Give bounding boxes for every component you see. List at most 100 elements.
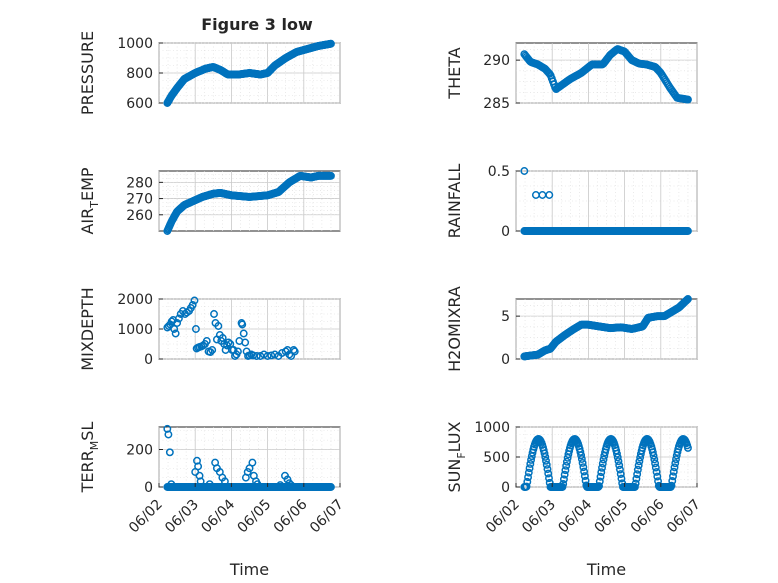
air_temp-series: [163, 171, 335, 235]
sun_flux-point: [631, 479, 640, 488]
mixdepth-ytick-label: 1000: [117, 322, 153, 338]
h2omixra-ytick-label: 0: [501, 352, 510, 368]
sun_flux-point: [671, 459, 680, 468]
terr_msl-point: [194, 462, 203, 471]
sun_flux-point: [542, 460, 551, 469]
sun_flux-point: [542, 456, 550, 465]
sun_flux-xtick-label: 06/03: [519, 497, 559, 537]
terr_msl-point: [248, 458, 257, 467]
h2omixra-ylabel: H2OMIXRA: [445, 286, 464, 372]
terr_msl-xtick-label: 06/06: [271, 496, 311, 536]
sun_flux-point: [599, 455, 608, 464]
sun_flux-point: [524, 468, 533, 477]
air_temp-ytick-label: 280: [126, 175, 153, 191]
sun_flux-point: [653, 472, 662, 481]
mixdepth-point: [263, 352, 272, 360]
terr_msl-ytick-label: 200: [126, 443, 153, 459]
h2omixra-point: [684, 295, 692, 303]
sun_flux-point: [576, 447, 585, 456]
sun_flux-ytick-label: 500: [483, 450, 510, 466]
sun_flux-point: [630, 483, 639, 491]
mixdepth-point: [174, 314, 183, 323]
sun_flux-point: [597, 468, 606, 477]
theta-ytick-label: 285: [483, 96, 510, 112]
rainfall-ytick-label: 0: [501, 224, 510, 240]
sun_flux-xtick-label: 06/05: [592, 497, 632, 537]
sun_flux-point: [616, 465, 624, 474]
sun_flux-point: [652, 468, 661, 476]
theta-ylabel: THETA: [445, 47, 464, 99]
mixdepth-point: [190, 296, 199, 305]
mixdepth-point: [241, 338, 250, 347]
terr_msl-ytick-label: 0: [144, 480, 153, 496]
sun_flux-xtick-label: 06/07: [664, 497, 704, 537]
terr_msl-series: [163, 424, 335, 491]
terr_msl-point: [276, 481, 285, 490]
pressure-ytick-label: 1000: [117, 36, 153, 52]
air_temp-ytick-label: 270: [126, 192, 153, 208]
terr_msl-xtick-label: 06/04: [198, 496, 238, 536]
mixdepth-point: [170, 325, 179, 333]
sun_flux-ytick-label: 1000: [474, 420, 510, 436]
pressure-ytick-label: 800: [126, 66, 153, 82]
sun_flux-point: [526, 460, 535, 468]
h2omixra-series: [520, 295, 692, 361]
terr_msl-point: [283, 475, 292, 484]
mixdepth-ylabel: MIXDEPTH: [78, 287, 97, 370]
terr_msl-xtick-label: 06/02: [126, 497, 166, 537]
sun_flux-xlabel: Time: [586, 560, 626, 579]
sun_flux-point: [633, 470, 642, 479]
sun_flux-point: [562, 461, 571, 470]
mixdepth-point: [238, 320, 247, 329]
mixdepth-point: [270, 350, 279, 359]
pressure-ytick-label: 600: [126, 96, 153, 112]
mixdepth-point: [202, 337, 211, 345]
sun_flux-point: [523, 477, 532, 486]
mixdepth-point: [224, 338, 233, 347]
air_temp-point: [327, 171, 335, 180]
sun_flux-point: [613, 449, 621, 458]
sun_flux-point: [525, 464, 534, 473]
panel-theta: 285 290 THETA: [445, 42, 698, 112]
sun_flux-point: [559, 480, 568, 488]
sun_flux-xtick-label: 06/02: [483, 497, 523, 537]
air_temp-ylabel: AIRTEMP: [78, 167, 101, 234]
terr_msl-xlabel: Time: [229, 560, 269, 579]
mixdepth-point: [210, 310, 218, 318]
terr_msl-point: [243, 468, 252, 476]
terr_msl-xtick-label: 06/03: [162, 497, 202, 537]
sun_flux-point: [544, 469, 553, 478]
sun_flux-point: [560, 470, 569, 479]
sun_flux-point: [648, 448, 657, 457]
sun_flux-point: [649, 451, 658, 460]
terr_msl-xtick-label: 06/07: [307, 497, 347, 537]
mixdepth-series: [163, 296, 299, 360]
sun_flux-point: [667, 481, 676, 490]
mixdepth-ytick-label: 2000: [117, 292, 153, 308]
rainfall-point: [545, 191, 554, 199]
mixdepth-point: [260, 350, 268, 359]
panel-pressure: 600 800 1000 PRESSURE: [78, 31, 341, 115]
mixdepth-point: [208, 346, 217, 354]
rainfall-point: [520, 167, 529, 175]
panel-terr_msl: 0 200 TERRMSL 06/0206/0306/0406/0506/0606/0…: [78, 422, 347, 579]
h2omixra-ytick-label: 5: [501, 309, 510, 325]
mixdepth-point: [252, 352, 261, 360]
sun_flux-ytick-label: 0: [501, 480, 510, 496]
pressure-point: [327, 39, 335, 48]
theta-series: [520, 45, 692, 104]
terr_msl-ylabel: TERRMSL: [78, 422, 101, 494]
mixdepth-point: [290, 347, 299, 356]
sun_flux-point: [614, 457, 623, 466]
terr_msl-point: [164, 430, 173, 439]
sun_flux-point: [522, 482, 531, 491]
sun_flux-point: [616, 470, 625, 478]
sun_flux-point: [595, 477, 604, 486]
sun_flux-point: [578, 459, 587, 467]
pressure-series: [163, 39, 335, 107]
rainfall-ylabel: RAINFALL: [445, 164, 464, 239]
rainfall-point: [684, 227, 692, 235]
mixdepth-point: [171, 329, 180, 338]
